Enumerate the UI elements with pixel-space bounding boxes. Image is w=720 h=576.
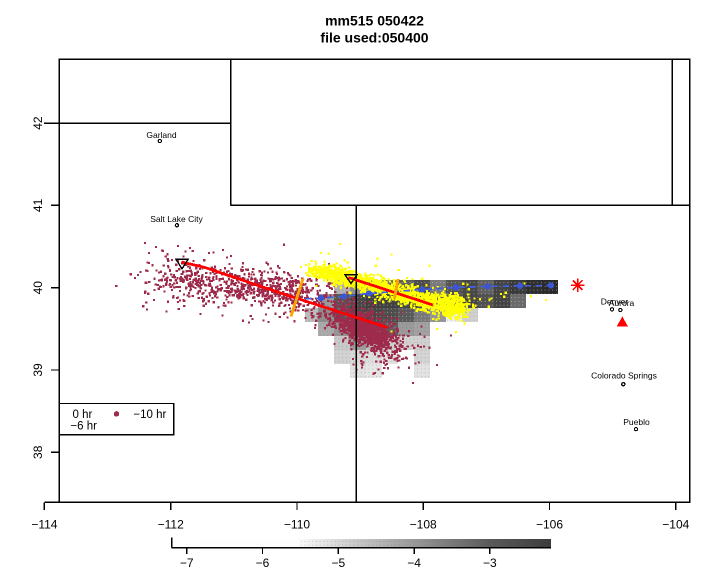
svg-text:−112: −112 <box>158 518 184 532</box>
svg-text:−114: −114 <box>31 518 57 532</box>
svg-text:−5: −5 <box>331 556 345 570</box>
svg-text:−6 hr: −6 hr <box>70 421 97 433</box>
svg-text:Pueblo: Pueblo <box>623 417 650 427</box>
svg-text:42: 42 <box>31 116 45 130</box>
svg-text:−3: −3 <box>483 556 497 570</box>
svg-text:38: 38 <box>31 445 45 459</box>
svg-text:mm515 050422: mm515 050422 <box>325 13 424 29</box>
svg-text:Aurora: Aurora <box>609 298 635 308</box>
svg-text:−104: −104 <box>662 518 689 532</box>
svg-text:−4: −4 <box>407 556 421 570</box>
svg-text:−10 hr: −10 hr <box>133 409 166 421</box>
svg-text:−106: −106 <box>536 518 563 532</box>
svg-text:Garland: Garland <box>146 130 177 140</box>
svg-text:0 hr: 0 hr <box>73 409 93 421</box>
svg-text:Colorado Springs: Colorado Springs <box>591 371 657 381</box>
svg-text:file used:050400: file used:050400 <box>320 30 428 46</box>
svg-text:−108: −108 <box>410 518 437 532</box>
svg-text:−110: −110 <box>284 518 310 532</box>
svg-text:39: 39 <box>31 363 45 377</box>
svg-text:−6: −6 <box>256 556 270 570</box>
svg-text:40: 40 <box>31 281 45 295</box>
svg-text:Denver: Denver <box>601 297 629 307</box>
svg-text:41: 41 <box>31 198 45 212</box>
svg-text:Salt Lake City: Salt Lake City <box>150 214 203 224</box>
svg-text:−7: −7 <box>180 556 194 570</box>
